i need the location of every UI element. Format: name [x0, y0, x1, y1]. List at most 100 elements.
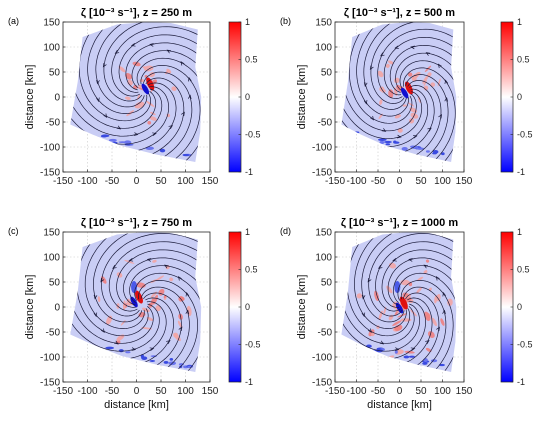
x-tick-label: 50	[155, 176, 167, 187]
streamlines	[341, 22, 457, 162]
x-tick-label: -100	[346, 176, 366, 187]
y-tick-label: 50	[49, 278, 61, 289]
colorbar-tick-label: -0.5	[517, 340, 533, 350]
x-tick-label: -50	[371, 176, 386, 187]
panel-1: -150 -100 -50 0 50 100 150150100500-50-100-150…	[8, 7, 261, 187]
colorbar-tick-label: 1	[517, 227, 522, 237]
x-tick-label: -150	[53, 176, 73, 187]
y-tick-label: -150	[40, 168, 60, 179]
colorbar-tick-label: 0	[245, 92, 250, 102]
y-tick-label: 0	[54, 303, 60, 314]
colorbar-tick-label: 0	[245, 302, 250, 312]
x-tick-label: 100	[177, 386, 194, 397]
x-tick-label: -150	[325, 386, 345, 397]
colorbar-tick-label: 0	[517, 302, 522, 312]
x-tick-label: -150	[53, 386, 73, 397]
colorbar-tick-label: -0.5	[517, 130, 533, 140]
panel-title: ζ [10⁻³ s⁻¹], z = 250 m	[81, 7, 192, 19]
y-tick-label: 150	[43, 228, 60, 239]
x-tick-label: 150	[202, 176, 219, 187]
x-tick-label: 0	[397, 386, 403, 397]
colorbar: 1 0.5 0 -0.5 -1	[500, 227, 533, 387]
y-tick-label: -150	[312, 378, 332, 389]
x-tick-label: -100	[346, 386, 366, 397]
x-tick-label: 100	[177, 176, 194, 187]
panel-title: ζ [10⁻³ s⁻¹], z = 1000 m	[341, 217, 458, 229]
vorticity-field	[70, 22, 202, 162]
x-tick-label: 150	[456, 386, 473, 397]
y-tick-label: -50	[46, 118, 61, 129]
y-tick-label: 50	[321, 278, 333, 289]
x-ticks: -150 -100 -50 0 50 100 150	[53, 169, 219, 187]
x-tick-label: 150	[202, 386, 219, 397]
y-tick-label: -50	[318, 328, 333, 339]
y-tick-label: 150	[315, 18, 332, 29]
y-axis-label: distance [km]	[296, 65, 308, 130]
x-tick-label: -150	[325, 176, 345, 187]
y-tick-label: -100	[40, 353, 60, 364]
x-tick-label: -100	[77, 176, 97, 187]
colorbar-tick-label: 0.5	[517, 55, 530, 65]
x-axis-label: distance [km]	[367, 399, 432, 411]
panel-label: (b)	[280, 16, 291, 26]
colorbar-tick-label: 1	[245, 17, 250, 27]
panel-4: -150 -100 -50 0 50 100 150150100500-50-100-150…	[280, 217, 533, 411]
y-tick-label: 50	[49, 68, 61, 79]
streamlines	[341, 232, 457, 372]
y-tick-label: 0	[54, 93, 60, 104]
x-ticks: -150 -100 -50 0 50 100 150	[325, 169, 473, 187]
x-ticks: -150 -100 -50 0 50 100 150	[53, 379, 219, 397]
y-tick-label: 0	[326, 303, 332, 314]
y-tick-label: 100	[315, 43, 332, 54]
y-tick-label: -50	[318, 118, 333, 129]
y-tick-label: 100	[43, 253, 60, 264]
y-tick-label: -100	[312, 353, 332, 364]
y-axis-label: distance [km]	[24, 65, 36, 130]
panel-title: ζ [10⁻³ s⁻¹], z = 500 m	[344, 7, 455, 19]
panel-label: (c)	[8, 226, 19, 236]
y-ticks: 150 100 50 0 -50 -100 -150	[312, 18, 338, 179]
x-axis-label: distance [km]	[104, 399, 169, 411]
colorbar-tick-label: 1	[517, 17, 522, 27]
x-tick-label: 0	[397, 176, 403, 187]
y-tick-label: 100	[315, 253, 332, 264]
colorbar: 1 0.5 0 -0.5 -1	[228, 227, 261, 387]
x-tick-label: 50	[155, 386, 167, 397]
vorticity-field	[341, 232, 457, 372]
x-tick-label: 0	[134, 386, 140, 397]
x-tick-label: -100	[77, 386, 97, 397]
y-axis-label: distance [km]	[296, 275, 308, 340]
panel-label: (a)	[8, 16, 19, 26]
colorbar-tick-label: -1	[245, 167, 253, 177]
colorbar-tick-label: 0.5	[245, 265, 258, 275]
x-tick-label: 50	[415, 386, 427, 397]
colorbar: 1 0.5 0 -0.5 -1	[500, 17, 533, 177]
y-tick-label: 100	[43, 43, 60, 54]
colorbar-tick-label: 0	[517, 92, 522, 102]
colorbar-tick-label: 0.5	[517, 265, 530, 275]
y-tick-label: 150	[43, 18, 60, 29]
y-tick-label: -150	[312, 168, 332, 179]
x-tick-label: -50	[371, 386, 386, 397]
y-tick-label: 0	[326, 93, 332, 104]
colorbar-tick-label: -1	[517, 377, 525, 387]
x-tick-label: -50	[105, 176, 120, 187]
y-tick-label: -50	[46, 328, 61, 339]
colorbar-tick-label: -1	[245, 377, 253, 387]
colorbar-tick-label: 1	[245, 227, 250, 237]
panel-title: ζ [10⁻³ s⁻¹], z = 750 m	[81, 217, 192, 229]
x-tick-label: -50	[105, 386, 120, 397]
colorbar-tick-label: 0.5	[245, 55, 258, 65]
y-tick-label: -100	[40, 143, 60, 154]
colorbar-tick-label: -1	[517, 167, 525, 177]
x-tick-label: 100	[434, 386, 451, 397]
panel-2: -150 -100 -50 0 50 100 150150100500-50-100-150…	[280, 7, 533, 187]
y-axis-label: distance [km]	[24, 275, 36, 340]
y-tick-label: -100	[312, 143, 332, 154]
y-tick-label: -150	[40, 378, 60, 389]
y-tick-label: 150	[315, 228, 332, 239]
colorbar-tick-label: -0.5	[245, 130, 261, 140]
x-tick-label: 0	[134, 176, 140, 187]
x-tick-label: 150	[456, 176, 473, 187]
